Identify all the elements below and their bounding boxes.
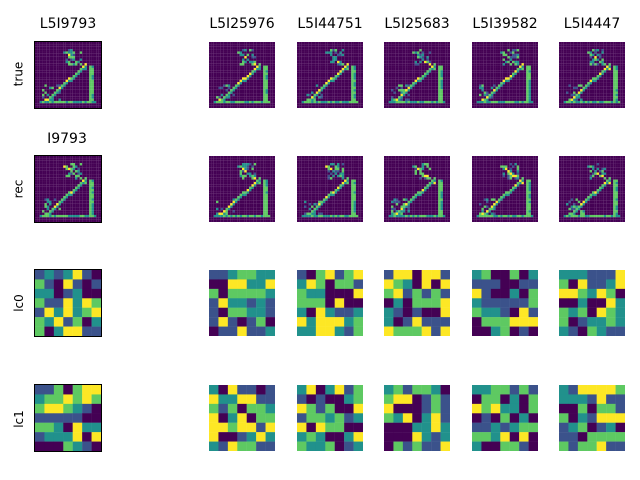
panel-true-1 bbox=[209, 42, 275, 108]
panel-image-true-2 bbox=[297, 42, 363, 108]
panel-image-rec-5 bbox=[559, 156, 625, 222]
panel-image-true-3 bbox=[384, 42, 450, 108]
row-label-lc0: lc0 bbox=[11, 294, 26, 312]
panel-image-true-5 bbox=[559, 42, 625, 108]
panel-image-rec-3 bbox=[384, 156, 450, 222]
panel-true-2 bbox=[297, 42, 363, 108]
panel-lc0-4 bbox=[472, 270, 538, 336]
panel-rec-2 bbox=[297, 156, 363, 222]
panel-image-lc1-4 bbox=[472, 385, 538, 451]
panel-image-lc0-0 bbox=[35, 270, 101, 336]
row-label-lc1: lc1 bbox=[11, 410, 26, 428]
panel-image-rec-0 bbox=[35, 156, 101, 222]
row-label-rec: rec bbox=[11, 179, 26, 199]
panel-rec-1 bbox=[209, 156, 275, 222]
panel-image-lc1-0 bbox=[35, 385, 101, 451]
panel-rec-3 bbox=[384, 156, 450, 222]
panel-image-rec-2 bbox=[297, 156, 363, 222]
panel-true-0 bbox=[34, 41, 102, 109]
panel-lc0-2 bbox=[297, 270, 363, 336]
panel-lc0-1 bbox=[209, 270, 275, 336]
panel-image-lc0-3 bbox=[384, 270, 450, 336]
panel-image-lc1-5 bbox=[559, 385, 625, 451]
panel-image-lc0-2 bbox=[297, 270, 363, 336]
column-title-1: L5I25976 bbox=[209, 16, 275, 32]
panel-lc1-1 bbox=[209, 385, 275, 451]
panel-image-lc1-1 bbox=[209, 385, 275, 451]
panel-image-lc1-2 bbox=[297, 385, 363, 451]
column-title-0: L5I9793 bbox=[39, 16, 97, 32]
row-label-true: true bbox=[11, 61, 26, 87]
panel-image-true-0 bbox=[35, 42, 101, 108]
column-title-2: L5I44751 bbox=[297, 16, 363, 32]
panel-image-rec-1 bbox=[209, 156, 275, 222]
column-title-4: L5I39582 bbox=[472, 16, 538, 32]
column-title-5: L5I4447 bbox=[563, 16, 621, 32]
panel-image-lc0-1 bbox=[209, 270, 275, 336]
panel-image-rec-4 bbox=[472, 156, 538, 222]
panel-lc0-5 bbox=[559, 270, 625, 336]
panel-image-lc1-3 bbox=[384, 385, 450, 451]
panel-image-true-4 bbox=[472, 42, 538, 108]
panel-lc0-0 bbox=[34, 269, 102, 337]
panel-lc1-5 bbox=[559, 385, 625, 451]
panel-true-3 bbox=[384, 42, 450, 108]
panel-lc0-3 bbox=[384, 270, 450, 336]
panel-lc1-2 bbox=[297, 385, 363, 451]
panel-image-lc0-4 bbox=[472, 270, 538, 336]
panel-rec-5 bbox=[559, 156, 625, 222]
panel-rec-4 bbox=[472, 156, 538, 222]
panel-image-true-1 bbox=[209, 42, 275, 108]
panel-rec-0 bbox=[34, 155, 102, 223]
reference-subtitle: I9793 bbox=[47, 131, 87, 147]
panel-true-5 bbox=[559, 42, 625, 108]
panel-lc1-3 bbox=[384, 385, 450, 451]
panel-lc1-0 bbox=[34, 384, 102, 452]
panel-true-4 bbox=[472, 42, 538, 108]
column-title-3: L5I25683 bbox=[384, 16, 450, 32]
panel-image-lc0-5 bbox=[559, 270, 625, 336]
panel-lc1-4 bbox=[472, 385, 538, 451]
